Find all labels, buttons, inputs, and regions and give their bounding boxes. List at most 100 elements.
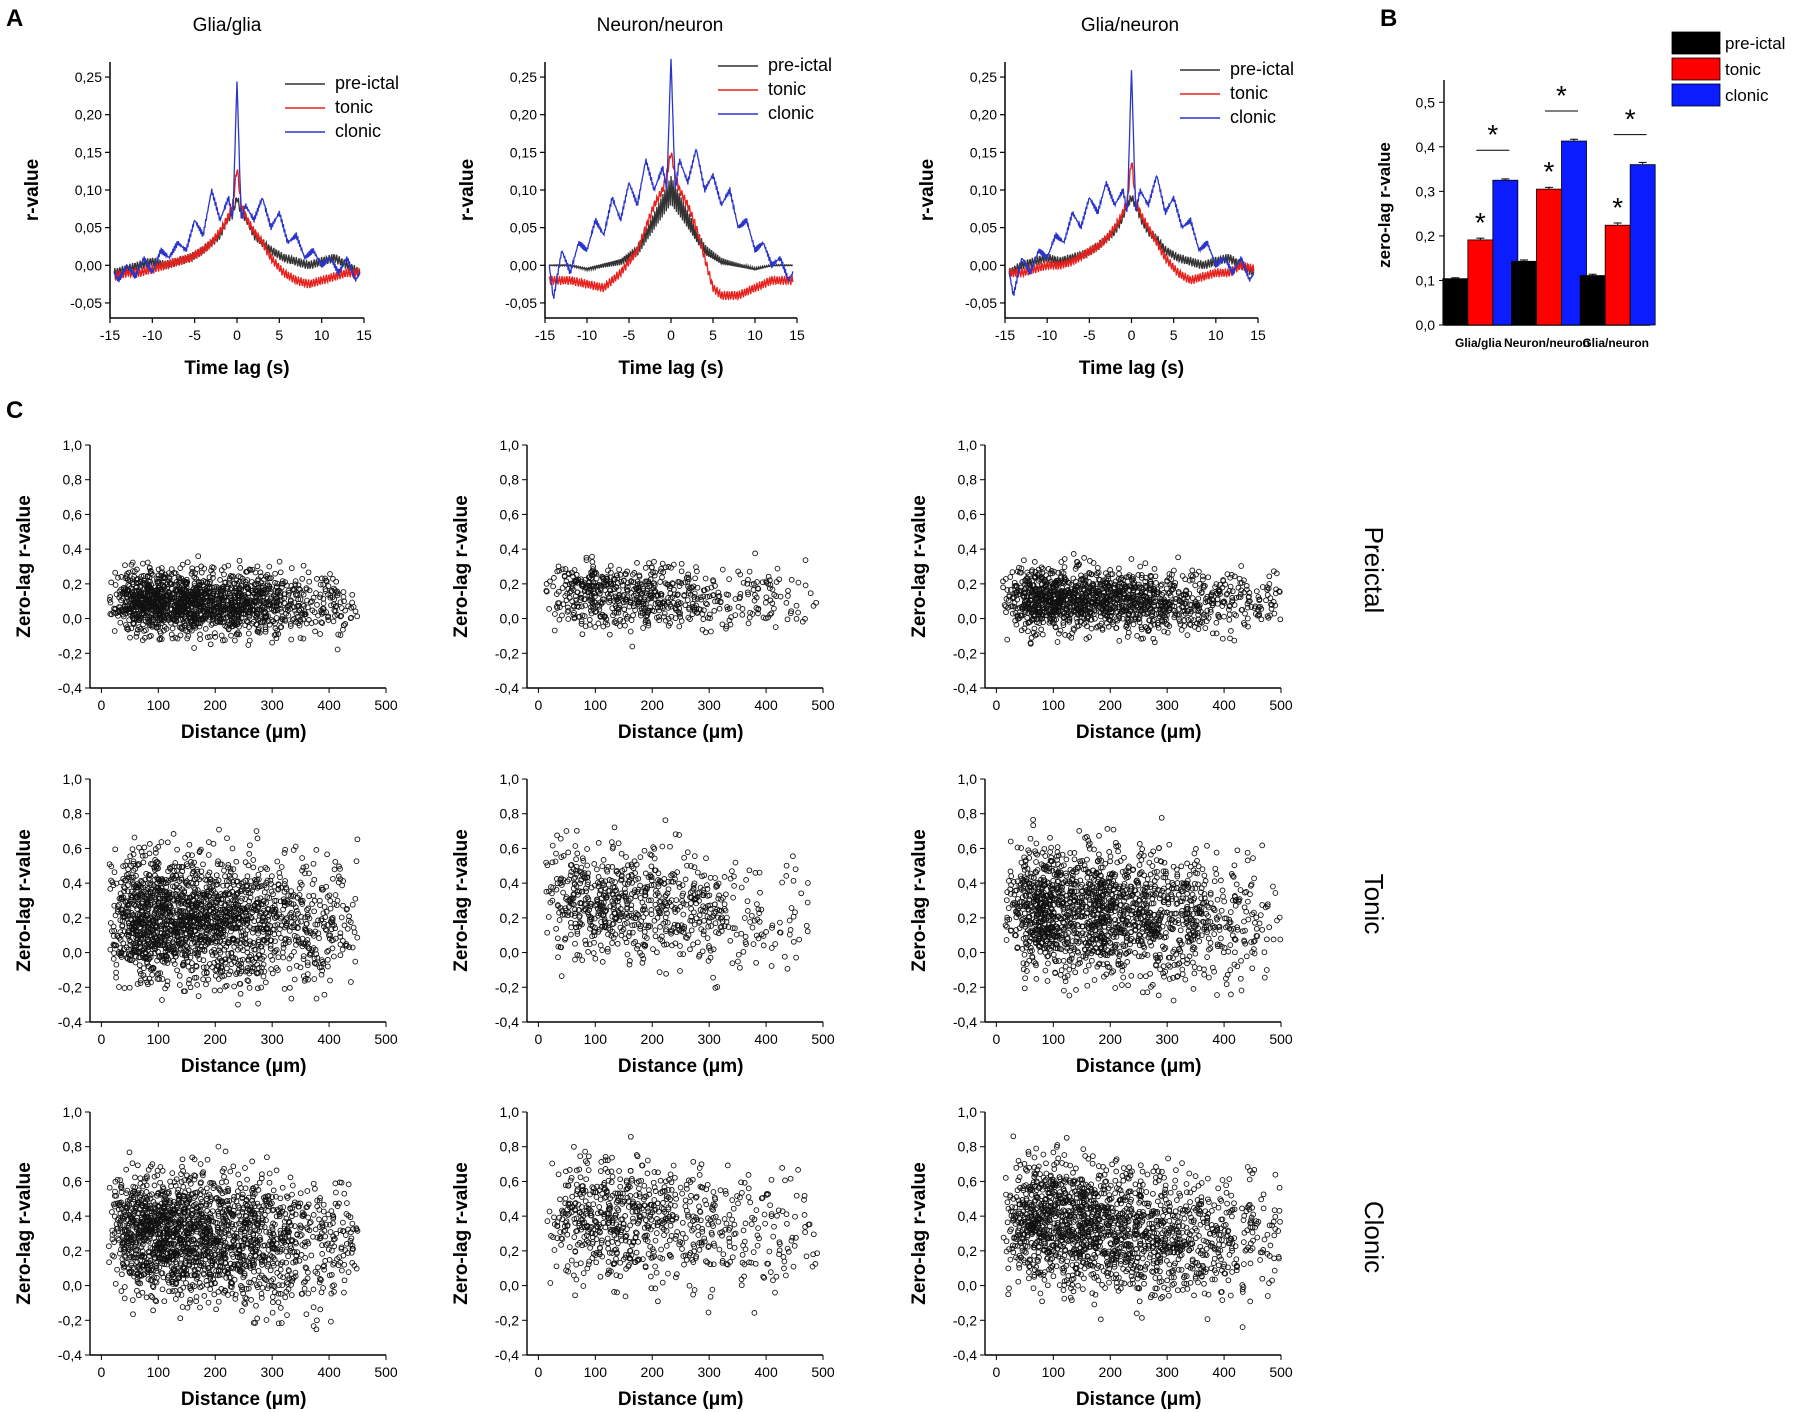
scatter-point xyxy=(173,607,180,613)
scatter-point xyxy=(317,591,324,598)
scatter-point xyxy=(257,600,264,607)
scatter-point xyxy=(1070,575,1077,582)
scatter-point xyxy=(312,628,318,635)
scatter-point xyxy=(573,597,579,603)
scatter-point xyxy=(726,576,732,582)
scatter-point xyxy=(245,630,252,637)
scatter-point xyxy=(223,615,229,622)
scatter-point xyxy=(783,600,790,606)
scatter-point xyxy=(207,641,214,648)
scatter-point xyxy=(354,613,361,620)
scatter-point xyxy=(325,583,332,589)
legend-label: pre-ictal xyxy=(335,73,399,93)
scatter-point xyxy=(292,591,299,597)
series-line-clonic xyxy=(1008,70,1255,296)
scatter-point xyxy=(716,593,723,599)
scatter-point xyxy=(220,601,226,608)
legend-label: pre-ictal xyxy=(768,55,832,75)
scatter-point xyxy=(309,901,315,907)
scatter-point xyxy=(273,635,280,642)
x-tick-label: 100 xyxy=(147,1031,171,1047)
scatter-point xyxy=(120,595,126,602)
y-tick-label: -0,2 xyxy=(58,645,82,661)
scatter-point xyxy=(121,985,128,991)
scatter-point xyxy=(807,590,814,597)
scatter-point xyxy=(622,622,628,629)
scatter-point xyxy=(1003,609,1009,616)
legend-label: tonic xyxy=(768,79,806,99)
x-tick-label: 0 xyxy=(534,697,542,713)
scatter-point xyxy=(1200,573,1206,580)
bar-pre-ictal xyxy=(1579,275,1606,326)
scatter-point xyxy=(327,571,333,577)
y-tick-label: 0,20 xyxy=(75,107,102,123)
scatter-point xyxy=(241,593,247,600)
scatter-point xyxy=(140,560,146,567)
scatter-point xyxy=(120,611,126,618)
scatter-point xyxy=(273,583,280,590)
y-tick-label: 0,15 xyxy=(75,144,102,160)
scatter-point xyxy=(611,575,617,582)
y-tick-label: 0,10 xyxy=(970,182,997,198)
scatter-point xyxy=(320,581,327,588)
scatter-point xyxy=(171,570,178,576)
x-tick-label: 200 xyxy=(641,697,665,713)
scatter-points xyxy=(106,826,361,1008)
scatter-point xyxy=(128,605,135,612)
scatter-point xyxy=(340,626,346,633)
scatter-point xyxy=(337,599,344,606)
scatter-point xyxy=(252,569,259,576)
scatter-point xyxy=(125,576,131,583)
scatter-point xyxy=(168,581,175,588)
y-axis-label: Zero-lag r-value xyxy=(14,829,35,972)
scatter-point xyxy=(1264,592,1271,598)
scatter-point xyxy=(193,618,200,625)
scatter-point xyxy=(1221,613,1227,620)
scatter-point xyxy=(228,617,235,624)
legend-label: clonic xyxy=(768,103,814,123)
scatter-point xyxy=(338,605,345,611)
scatter-point xyxy=(228,632,234,639)
scatter-point xyxy=(1195,626,1202,632)
scatter-point xyxy=(242,611,249,617)
y-axis-label: Zero-lag r-value xyxy=(14,495,35,638)
scatter-point xyxy=(703,600,709,607)
scatter-point xyxy=(144,574,151,580)
scatter-point xyxy=(188,603,195,609)
scatter-point xyxy=(337,632,344,638)
scatter-point xyxy=(242,579,249,585)
legend-label: clonic xyxy=(1230,107,1276,127)
scatter-point xyxy=(137,626,144,632)
scatter-point xyxy=(193,585,200,592)
scatter-point xyxy=(255,626,262,633)
scatter-point xyxy=(210,564,217,571)
scatter-point xyxy=(133,580,140,586)
scatter-point xyxy=(349,901,356,908)
x-tick-label: -5 xyxy=(623,327,636,343)
scatter-point xyxy=(750,587,757,593)
scatter-point xyxy=(313,995,320,1002)
scatter-point xyxy=(196,623,203,630)
scatter-point xyxy=(320,600,327,607)
scatter-point xyxy=(176,577,183,583)
scatter-point xyxy=(303,585,310,591)
scatter-point xyxy=(1001,602,1008,608)
scatter-point xyxy=(129,589,136,596)
significance-star: * xyxy=(1544,156,1555,187)
scatter-point xyxy=(1039,631,1046,638)
scatter-point xyxy=(589,553,595,560)
scatter-point xyxy=(146,585,152,592)
scatter-point xyxy=(276,601,282,607)
scatter-point xyxy=(676,623,683,630)
scatter-point xyxy=(630,612,636,619)
scatter-point xyxy=(295,582,302,589)
y-tick-label: 0,0 xyxy=(1416,317,1436,333)
x-tick-label: 5 xyxy=(275,327,283,343)
scatter-point xyxy=(134,630,140,637)
scatter-point xyxy=(332,858,339,865)
scatter-point xyxy=(174,967,180,974)
scatter-panel: -0,4-0,20,00,20,40,60,81,00 100 200 300 400 5… xyxy=(909,437,1293,743)
y-tick-label: 1,0 xyxy=(63,437,83,453)
scatter-point xyxy=(661,610,668,617)
scatter-point xyxy=(547,578,553,585)
